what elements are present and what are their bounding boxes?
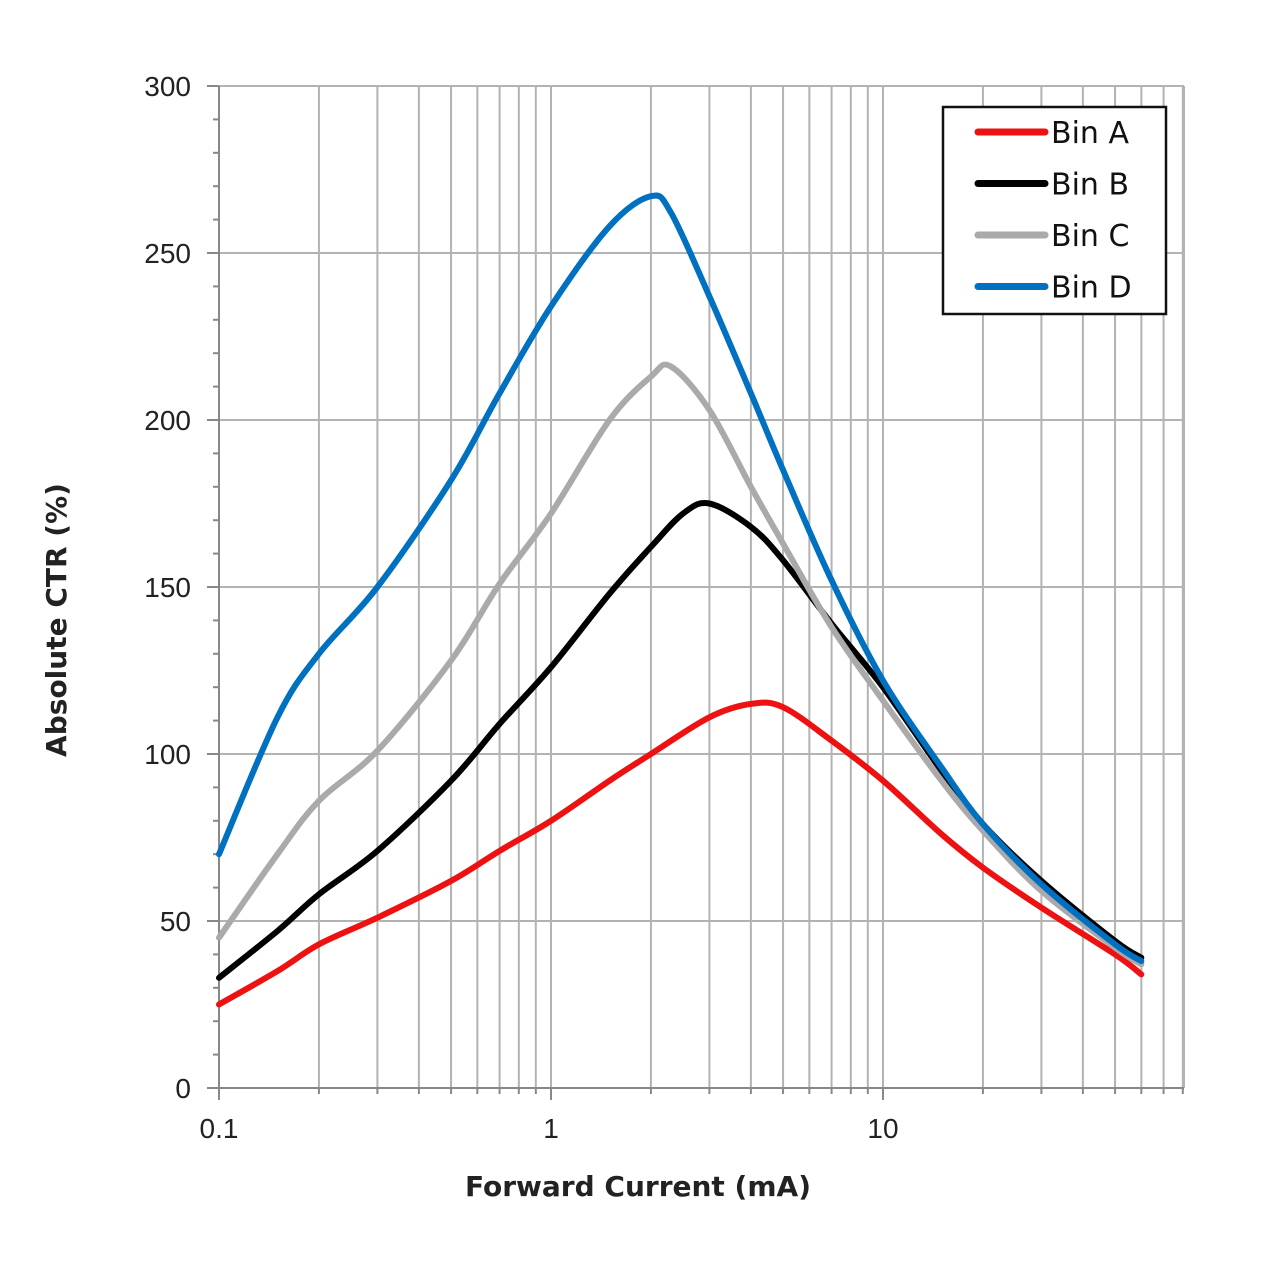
legend-box [941, 105, 1168, 316]
series-group [216, 192, 1145, 1008]
x-tick-label: 0.1 [200, 1113, 239, 1144]
y-tick-label: 300 [144, 71, 191, 102]
x-tick-label: 1 [543, 1113, 559, 1144]
x-tick-label: 10 [867, 1113, 898, 1144]
y-axis-title: Absolute CTR (%) [40, 483, 73, 757]
legend-label: Bin B [1051, 168, 1129, 203]
series-line-bin-b [216, 500, 1145, 981]
legend-label: Bin D [1051, 271, 1132, 306]
legend-label: Bin A [1051, 116, 1129, 151]
legend: Bin A Bin B Bin C Bin D [941, 105, 1168, 316]
legend-label: Bin C [1051, 219, 1129, 254]
tick-labels: 0 50 100 150 200 250 300 0.1 1 10 [144, 71, 898, 1144]
x-axis-title: Forward Current (mA) [465, 1170, 811, 1203]
y-tick-label: 0 [175, 1073, 191, 1104]
y-tick-label: 100 [144, 739, 191, 770]
axes [207, 85, 1184, 1100]
series-line-bin-a [216, 699, 1145, 1008]
grid [218, 85, 1185, 1089]
y-tick-label: 250 [144, 238, 191, 269]
series-line-bin-c [216, 361, 1145, 968]
y-tick-label: 150 [144, 572, 191, 603]
y-tick-label: 50 [160, 906, 191, 937]
y-tick-label: 200 [144, 405, 191, 436]
series-line-bin-d [216, 192, 1145, 965]
